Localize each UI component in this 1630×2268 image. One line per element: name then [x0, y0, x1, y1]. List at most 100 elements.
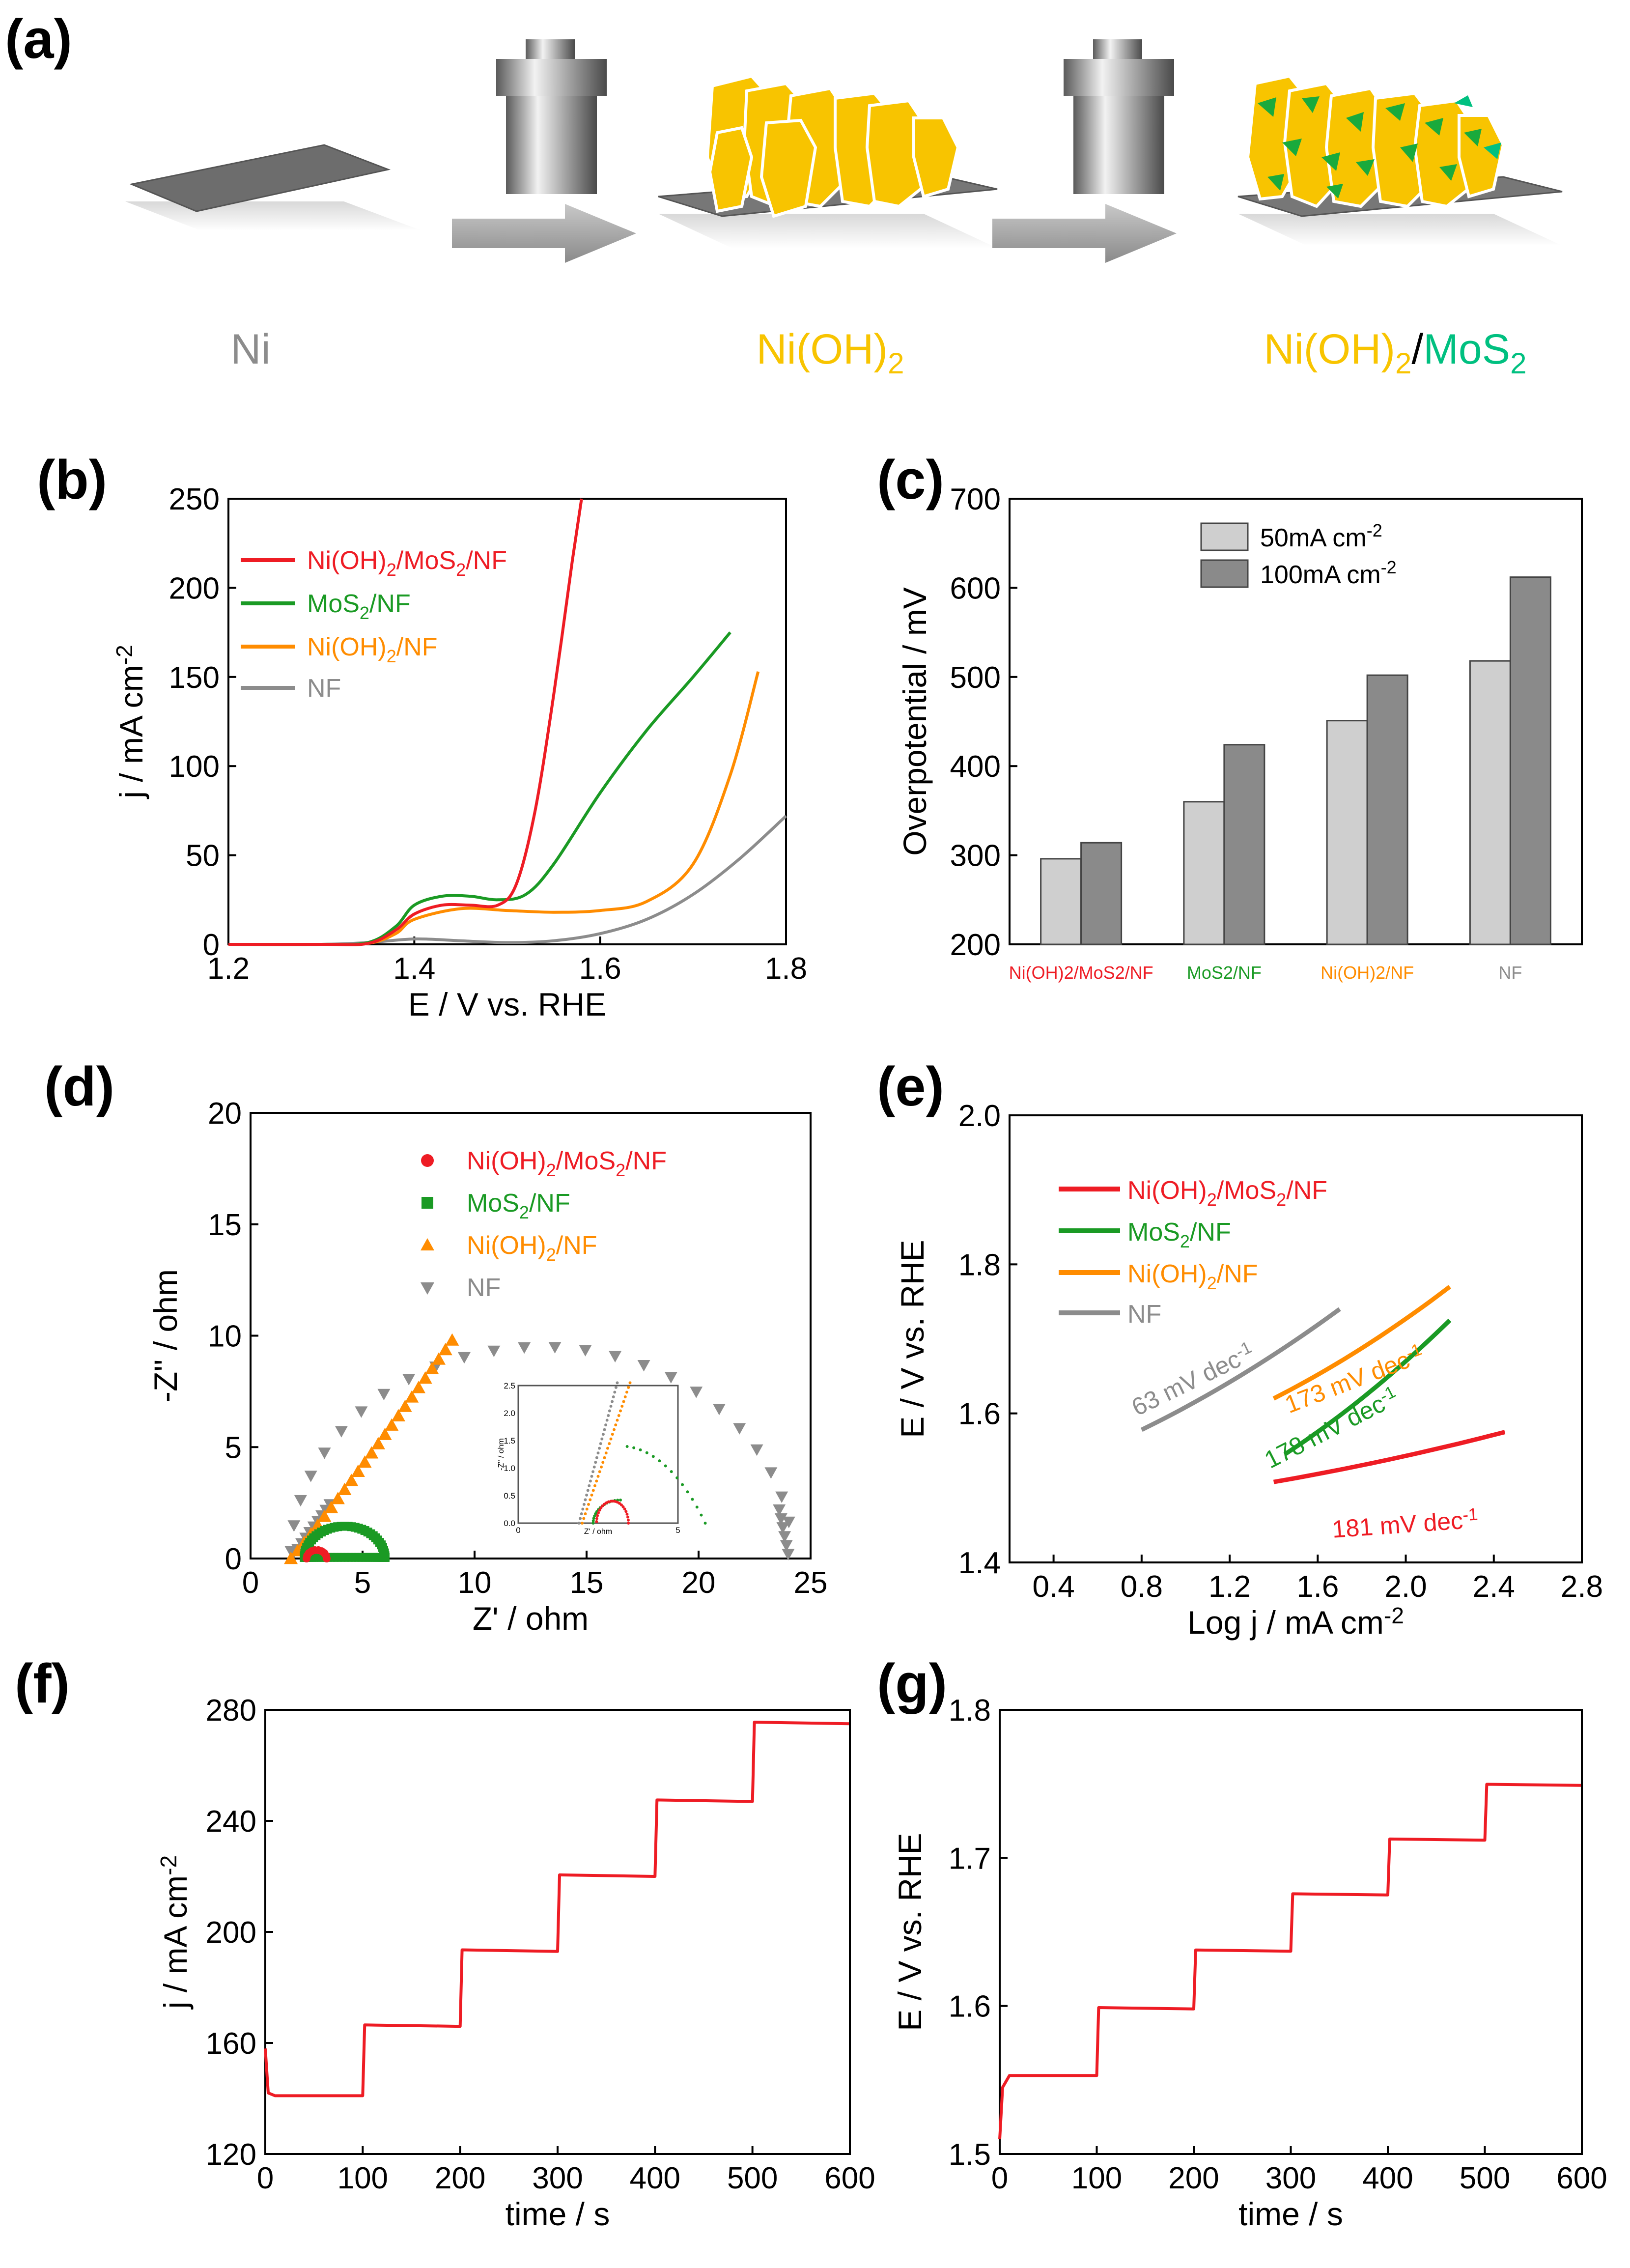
y-axis-label: j / mA cm-2 [112, 645, 149, 799]
inset-series-nioh2-nf [581, 1381, 632, 1525]
y-tick-label: 300 [950, 839, 1001, 873]
data-point [425, 1361, 439, 1374]
data-point [582, 1517, 586, 1520]
data-point [604, 1451, 608, 1455]
data-point [294, 1495, 307, 1507]
data-point [605, 1418, 609, 1422]
x-axis-label: E / V vs. RHE [408, 986, 606, 1022]
data-point [620, 1405, 624, 1408]
data-point [750, 1444, 763, 1456]
data-point [438, 1342, 452, 1356]
data-point [616, 1418, 619, 1422]
inset-y-axis-label: -Z'' / ohm [497, 1438, 506, 1471]
tafel-line-nioh2mos2nf [1273, 1430, 1506, 1484]
tafel-line-nioh2nf [1272, 1285, 1451, 1401]
data-point [432, 1352, 446, 1365]
data-point [613, 1390, 617, 1394]
data-point [637, 1360, 650, 1372]
data-point [595, 1517, 598, 1520]
data-point [391, 1409, 405, 1421]
data-point [773, 1504, 786, 1516]
y-tick-label: 1.8 [958, 1248, 1001, 1282]
plot-frame [227, 498, 787, 945]
data-point [581, 1507, 585, 1511]
x-tick-label: 5 [354, 1566, 371, 1600]
series-line-nioh2mos2nf [228, 498, 583, 946]
y-tick-label: 1.4 [958, 1546, 1001, 1580]
data-point [592, 1465, 596, 1469]
data-point [626, 1515, 629, 1519]
inset-x-tick-label: 0 [516, 1526, 520, 1535]
y-tick-label: 1.7 [949, 1842, 991, 1875]
caption-composite: Ni(OH)2/MoS2 [1264, 326, 1527, 380]
schematic [125, 39, 1563, 263]
data-point [614, 1423, 618, 1427]
data-point [700, 1513, 703, 1517]
data-point [651, 1455, 655, 1458]
y-tick-label: 1.6 [958, 1397, 1001, 1431]
legend-d-marker-0 [421, 1154, 434, 1167]
data-point [398, 1399, 412, 1412]
y-tick-label: 100 [169, 750, 220, 784]
data-point [690, 1387, 703, 1398]
data-point [619, 1409, 622, 1413]
panel-g-label: (g) [877, 1653, 947, 1714]
legend-d-marker-2 [421, 1238, 434, 1250]
y-tick-label: 500 [950, 661, 1001, 695]
inset-y-tick-label: 2.0 [504, 1409, 515, 1418]
data-point [612, 1395, 615, 1398]
data-point [580, 1512, 583, 1515]
data-point [337, 1482, 352, 1495]
data-point [611, 1500, 615, 1503]
nioh2-shadow [658, 214, 997, 248]
data-point [627, 1386, 630, 1389]
x-tick-label: 15 [570, 1566, 604, 1600]
data-point [584, 1512, 587, 1515]
data-point [598, 1446, 601, 1450]
data-point [778, 1531, 791, 1543]
data-point [625, 1445, 629, 1448]
legend-e-label-3: NF [1127, 1300, 1161, 1329]
legend-b-label-1: MoS2/NF [307, 590, 411, 623]
data-point [604, 1423, 608, 1427]
data-point [599, 1442, 602, 1446]
data-point [324, 1501, 338, 1513]
y-axis-label: E / V vs. RHE [894, 1240, 930, 1438]
data-point [351, 1464, 365, 1477]
legend-e-label-0: Ni(OH)2/MoS2/NF [1127, 1176, 1327, 1210]
y-tick-label: 280 [206, 1694, 256, 1728]
legend-b: Ni(OH)2/MoS2/NF MoS2/NF Ni(OH)2/NF NF [241, 546, 507, 703]
data-point [628, 1381, 632, 1385]
ni-foam-sheet [129, 144, 391, 212]
data-point [355, 1406, 368, 1418]
data-point [596, 1451, 600, 1455]
y-tick-label: 2.0 [958, 1099, 1001, 1133]
y-tick-label: 120 [206, 2138, 256, 2172]
legend-d-label-1: MoS2/NF [467, 1189, 570, 1222]
bar-100ma [1080, 842, 1123, 945]
y-tick-label: 240 [206, 1805, 256, 1839]
legend-c-label-1: 100mA cm-2 [1260, 557, 1397, 589]
chart-g: 0 100 200 300 400 500 600 1.5 1.6 1.7 1.8 time / s E… [892, 1694, 1607, 2232]
data-point [595, 1479, 598, 1483]
ni-foam-shadow [125, 201, 422, 231]
x-tick-label: 1.8 [765, 952, 807, 986]
x-tick-label: 200 [435, 2161, 485, 2195]
chart-f: 0 100 200 300 400 500 600 120 160 200 240 280 time /… [156, 1694, 875, 2232]
bar-100ma [1223, 744, 1265, 945]
inset-y-tick-label: 2.5 [504, 1381, 515, 1390]
legend-d-marker-3 [421, 1282, 434, 1295]
y-tick-label: 250 [169, 482, 220, 516]
data-point [613, 1428, 616, 1431]
category-label: Ni(OH)2/MoS2/NF [1009, 963, 1153, 983]
composite-flakes [1246, 74, 1505, 208]
y-tick-label: 1.6 [949, 1990, 991, 2024]
data-point [586, 1489, 590, 1492]
data-point [548, 1342, 562, 1354]
x-tick-label: 300 [532, 2161, 583, 2195]
data-point [591, 1519, 595, 1523]
data-point [686, 1490, 689, 1494]
data-point [518, 1342, 531, 1354]
